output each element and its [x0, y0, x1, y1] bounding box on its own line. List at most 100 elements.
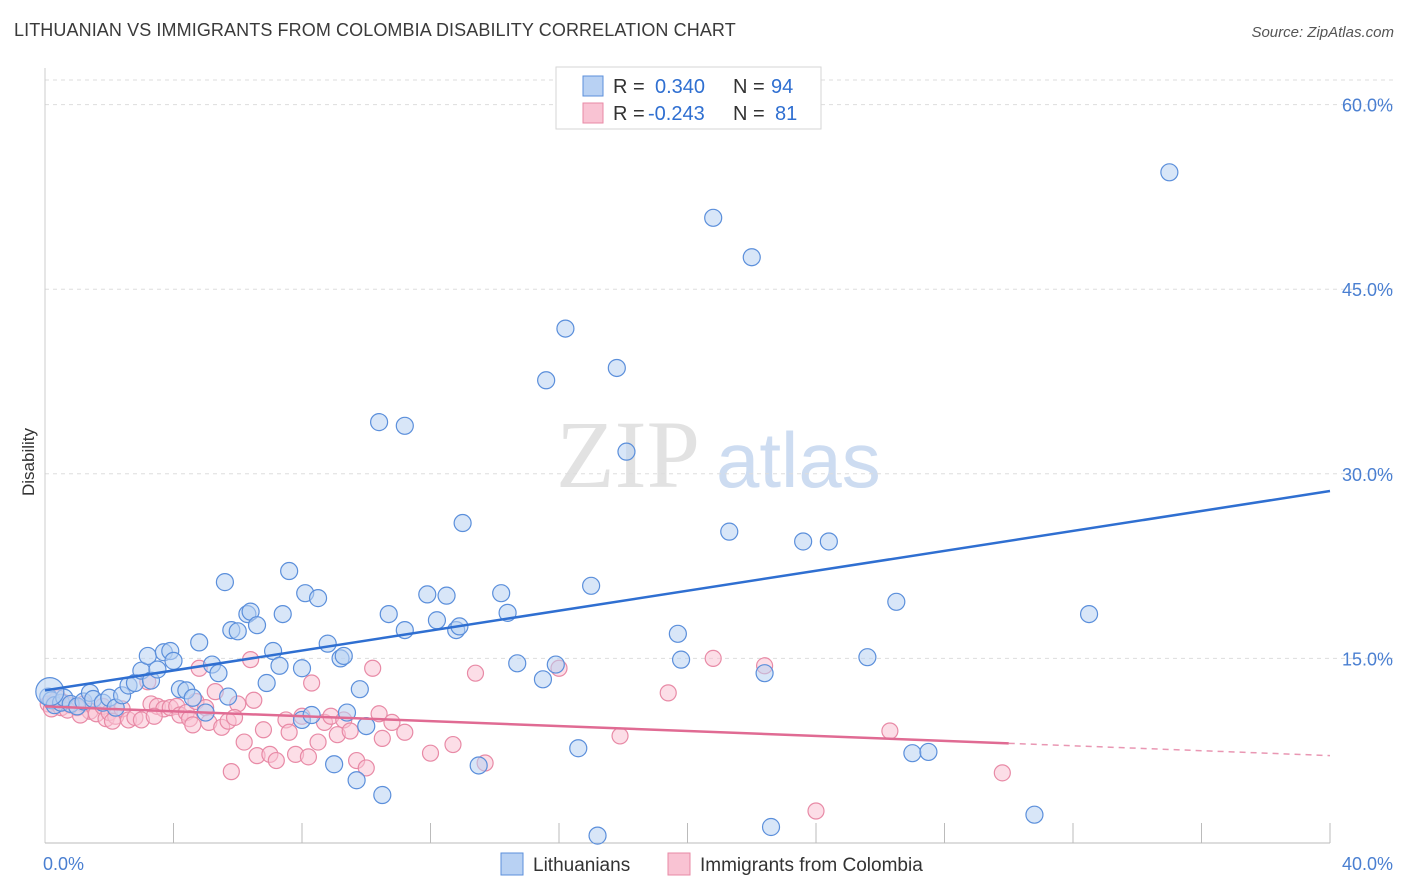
- lithuanian-point: [508, 654, 527, 673]
- y-tick-label: 60.0%: [1342, 96, 1393, 116]
- colombia-point: [145, 707, 163, 725]
- legend-n-label-1: N =: [733, 76, 765, 98]
- lithuanian-point: [347, 771, 366, 790]
- lithuanian-point: [190, 633, 209, 652]
- lithuanian-point: [582, 576, 601, 595]
- lithuanian-point: [350, 680, 369, 699]
- colombia-point: [466, 664, 485, 682]
- legend-r-label-2: R =: [613, 103, 645, 125]
- colombia-point: [704, 649, 722, 668]
- colombia-point: [357, 759, 375, 777]
- lithuanian-point: [395, 416, 414, 435]
- lithuanian-point: [469, 756, 488, 775]
- lithuanian-point: [919, 742, 938, 762]
- lithuanian-point: [280, 561, 299, 581]
- lithuanian-point: [755, 664, 774, 683]
- lithuanian-point: [334, 646, 353, 666]
- lithuanian-point: [569, 739, 588, 758]
- lithuanian-point: [819, 532, 838, 551]
- colombia-point: [421, 744, 440, 762]
- lithuanian-point: [302, 705, 321, 725]
- lithuanian-point: [257, 673, 276, 693]
- lithuanian-point: [1025, 805, 1044, 824]
- lithuanian-point: [148, 660, 167, 679]
- lithuanian-point: [325, 755, 344, 774]
- lithuanian-point: [379, 604, 398, 624]
- lithuanian-point: [308, 589, 328, 608]
- colombia-point: [611, 727, 629, 745]
- gridlines: [45, 79, 1393, 659]
- lithuanian-point: [537, 371, 556, 390]
- y-tick-label: 30.0%: [1342, 465, 1393, 485]
- y-tick-labels: 15.0% 30.0% 45.0% 60.0%: [1342, 96, 1393, 670]
- x-tick-labels: 0.0% 40.0%: [43, 854, 1393, 874]
- lithuanian-point: [418, 585, 437, 604]
- colombia-point: [444, 735, 462, 754]
- lithuanian-point: [270, 656, 289, 675]
- colombia-point: [267, 751, 285, 770]
- lithuanian-point: [292, 659, 312, 678]
- lithuanian-point: [1079, 604, 1099, 624]
- colombia-point: [254, 721, 273, 739]
- lithuanian-point: [720, 522, 739, 541]
- lithuanian-point: [318, 634, 337, 653]
- colombia-point: [245, 691, 263, 709]
- legend-r-value-1: 0.340: [655, 76, 705, 98]
- colombia-point: [993, 764, 1011, 782]
- colombia-point: [222, 763, 240, 781]
- lithuanian-point: [453, 513, 472, 533]
- lithuanian-point: [247, 616, 267, 635]
- colombia-point: [659, 684, 677, 702]
- lithuanian-points: [35, 163, 1179, 845]
- lithuanian-point: [668, 624, 687, 643]
- lithuanian-point: [533, 670, 553, 689]
- legend-n-label-2: N =: [733, 103, 765, 125]
- lithuanian-point: [546, 655, 565, 674]
- colombia-point: [299, 748, 318, 766]
- lithuanian-point: [437, 586, 456, 605]
- colombia-point: [341, 722, 359, 740]
- colombia-trend-line: [44, 705, 1009, 745]
- lithuanian-point: [209, 664, 228, 683]
- lithuanian-point: [607, 358, 626, 378]
- colombia-point: [235, 733, 253, 751]
- lithuanian-point: [215, 573, 234, 592]
- lithuanian-point: [556, 319, 575, 338]
- colombia-point: [807, 802, 825, 820]
- colombia-point: [309, 733, 327, 751]
- lithuanian-point: [761, 817, 781, 837]
- x-tick-label: 0.0%: [43, 854, 84, 874]
- colombia-point: [280, 723, 298, 741]
- correlation-legend: R = 0.340 N = 94 R = -0.243 N = 81: [555, 66, 822, 130]
- colombia-point: [225, 708, 244, 727]
- colombia-point: [364, 659, 382, 677]
- colombia-point: [303, 674, 321, 692]
- lithuanian-trend-line: [44, 489, 1331, 692]
- colombia-point: [881, 722, 899, 740]
- colombia-point: [184, 716, 202, 734]
- trend-lines: [44, 489, 1331, 757]
- lithuanian-point: [183, 688, 202, 707]
- y-tick-label: 45.0%: [1342, 280, 1393, 300]
- bottom-legend-colombia: Immigrants from Colombia: [700, 855, 923, 876]
- x-tick-label: 40.0%: [1342, 854, 1393, 874]
- lithuanian-point: [617, 442, 636, 461]
- y-axis-label: Disability: [19, 427, 38, 496]
- lithuanian-point: [373, 785, 392, 805]
- lithuanian-point: [492, 584, 511, 603]
- series-legend: Lithuanians Immigrants from Colombia: [500, 852, 923, 876]
- lithuanian-point: [704, 208, 723, 227]
- legend-r-label-1: R =: [613, 76, 645, 98]
- watermark-atlas: atlas: [716, 416, 881, 504]
- source-label: Source: ZipAtlas.com: [1251, 24, 1394, 41]
- lithuanian-point: [219, 687, 238, 706]
- lithuanian-point: [588, 826, 607, 845]
- legend-n-value-2: 81: [775, 103, 797, 125]
- legend-n-value-1: 94: [771, 76, 793, 98]
- lithuanian-point: [887, 592, 906, 611]
- lithuanian-point: [427, 611, 447, 630]
- colombia-points: [39, 649, 1011, 820]
- lithuanian-point: [742, 248, 761, 267]
- lithuanian-point: [228, 622, 247, 641]
